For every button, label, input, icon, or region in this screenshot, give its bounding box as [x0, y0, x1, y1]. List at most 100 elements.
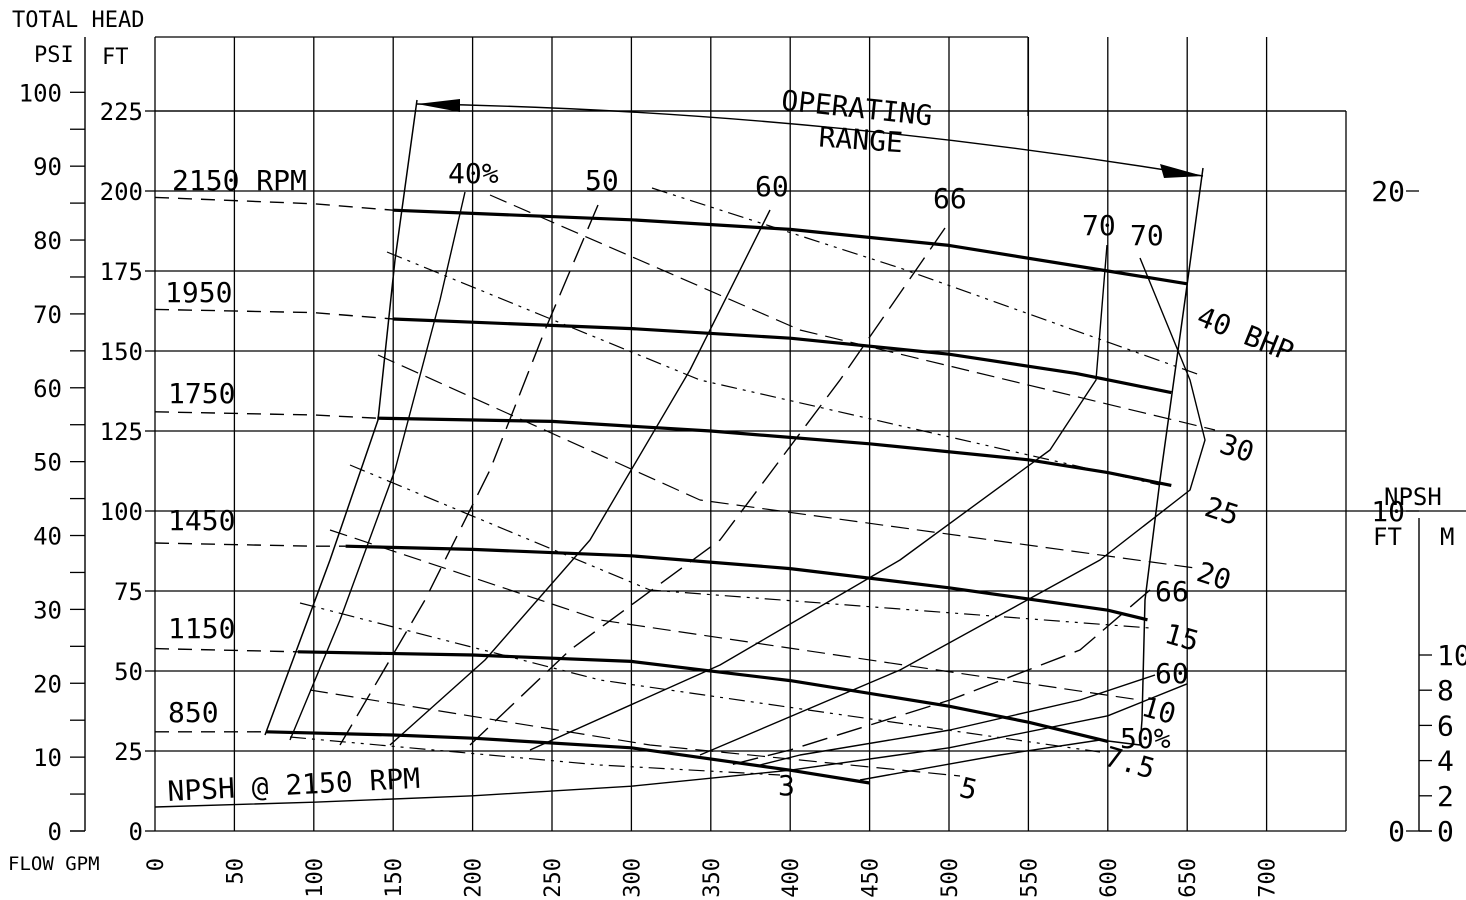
flow-tick-label: 250	[541, 858, 566, 898]
npsh-m-tick-label: 4	[1437, 745, 1454, 778]
ft-tick-label: 175	[100, 258, 143, 286]
speed-curve-dashed-1	[154, 308, 394, 320]
speed-label: 1150	[168, 612, 235, 645]
speed-curve-0	[393, 208, 1188, 286]
flow-tick-label: 100	[303, 858, 328, 898]
efficiency-label: 66	[1155, 575, 1189, 608]
speed-curve-dashed-4	[154, 647, 298, 653]
efficiency-curve-70b	[699, 257, 1206, 756]
flow-tick-label: 0	[144, 858, 169, 871]
efficiency-label: 66	[933, 182, 967, 215]
ft-tick-label: 50	[114, 658, 143, 686]
bhp-label: 3	[778, 769, 795, 802]
flow-tick-label: 500	[938, 858, 963, 898]
speed-curve-dashed-0	[154, 196, 394, 211]
grid	[154, 36, 1466, 832]
ft-tick-label: 200	[100, 178, 143, 206]
npsh-curve	[154, 683, 1188, 808]
bhp-line-8	[289, 736, 781, 776]
efficiency-curve-0	[289, 191, 466, 741]
efficiency-label: 50%	[1120, 722, 1171, 755]
efficiency-label: 60	[1155, 657, 1189, 690]
efficiency-curve-2	[389, 209, 771, 746]
efficiency-label: 40%	[448, 157, 499, 190]
ft-label: FT	[102, 45, 129, 70]
psi-tick-label: 50	[33, 449, 62, 477]
ft-tick-label: 75	[114, 578, 143, 606]
operating-range-label-2: RANGE	[818, 120, 904, 159]
bhp-line-5	[329, 529, 1141, 701]
ft-tick-label: 25	[114, 738, 143, 766]
npsh-ft-tick-label: 0	[1388, 815, 1405, 848]
efficiency-label: 70	[1130, 219, 1164, 252]
bhp-line-3	[377, 354, 1196, 569]
speed-label: 1450	[168, 504, 235, 537]
ft-tick-label: 150	[100, 338, 143, 366]
flow-tick-label: 600	[1097, 858, 1122, 898]
npsh-m-label: M	[1440, 523, 1454, 551]
arrow-head-right	[1160, 164, 1203, 178]
efficiency-curve-3	[469, 227, 946, 746]
speed-label: 1950	[165, 276, 232, 309]
bhp-line-6	[299, 602, 1101, 753]
speed-label: 850	[168, 696, 219, 729]
npsh-curve-label: NPSH @ 2150 RPM	[167, 762, 421, 808]
bhp-line-2	[386, 251, 1161, 486]
operating-range-arrow	[416, 103, 1204, 177]
flow-tick-label: 550	[1017, 858, 1042, 898]
ft-tick-label: 100	[100, 498, 143, 526]
efficiency-curve-1	[339, 204, 599, 746]
flow-tick-label: 50	[223, 858, 248, 885]
flow-gpm-label: FLOW GPM	[8, 853, 100, 875]
psi-tick-label: 30	[33, 596, 62, 624]
npsh-title: NPSH	[1384, 483, 1442, 511]
flow-tick-label: 200	[462, 858, 487, 898]
psi-tick-label: 60	[33, 375, 62, 403]
bhp-line-0	[651, 187, 1201, 376]
speed-curve-dashed-3	[154, 542, 346, 547]
npsh-ft-label: FT	[1373, 523, 1402, 551]
bhp-line-4	[349, 464, 1151, 629]
npsh-m-tick-label: 2	[1437, 780, 1454, 813]
psi-label: PSI	[34, 43, 74, 68]
psi-tick-label: 80	[33, 227, 62, 255]
flow-tick-label: 300	[620, 858, 645, 898]
bhp-label: 25	[1201, 490, 1243, 532]
psi-tick-label: 70	[33, 301, 62, 329]
npsh-ft-tick-label: 20	[1371, 175, 1405, 208]
speed-curve-1	[393, 317, 1172, 395]
bhp-label: 30	[1216, 427, 1258, 469]
efficiency-label: 50	[585, 164, 619, 197]
efficiency-label: 60	[755, 170, 789, 203]
npsh-m-tick-label: 10	[1437, 639, 1466, 672]
bhp-line-1	[489, 194, 1216, 431]
psi-tick-label: 100	[19, 79, 62, 107]
speed-curve-4	[297, 650, 1109, 743]
npsh-m-tick-label: 0	[1437, 815, 1454, 848]
ft-tick-label: 0	[129, 818, 143, 846]
flow-tick-label: 450	[859, 858, 884, 898]
efficiency-curve-66b	[729, 589, 1151, 766]
total-head-label: TOTAL HEAD	[12, 8, 144, 33]
range-right-boundary	[1099, 167, 1204, 746]
speed-curve-dashed-2	[154, 411, 378, 419]
flow-tick-label: 350	[700, 858, 725, 898]
speed-curve-2	[377, 416, 1172, 487]
psi-tick-label: 20	[33, 670, 62, 698]
efficiency-label: 70	[1082, 209, 1116, 242]
efficiency-curve-4	[529, 244, 1108, 751]
speed-label: 2150 RPM	[172, 164, 307, 197]
psi-tick-label: 0	[48, 818, 62, 846]
efficiency-curve-50b	[859, 739, 1101, 781]
npsh-ft-tick-label: 10	[1371, 495, 1405, 528]
flow-tick-label: 150	[382, 858, 407, 898]
bhp-label: 15	[1161, 617, 1203, 658]
psi-tick-label: 10	[33, 744, 62, 772]
bhp-line-7	[309, 689, 961, 777]
psi-tick-label: 40	[33, 523, 62, 551]
axes	[70, 37, 1432, 832]
flow-tick-label: 400	[779, 858, 804, 898]
speed-curve-3	[345, 544, 1148, 622]
npsh-m-tick-label: 6	[1437, 709, 1454, 742]
bhp-label: 40 BHP	[1192, 300, 1298, 368]
